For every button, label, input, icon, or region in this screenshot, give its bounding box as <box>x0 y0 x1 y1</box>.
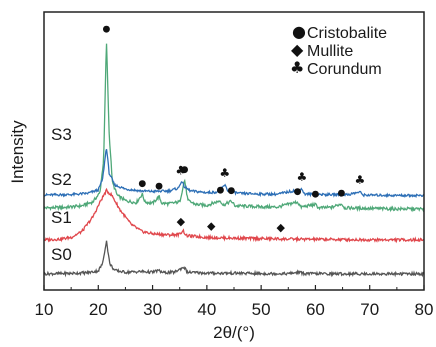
cristobalite-marker: ● <box>155 182 163 192</box>
legend-label-corundum: Corundum <box>307 61 382 78</box>
cristobalite-marker: ● <box>138 179 146 189</box>
marker-layer: ●● ●●● ● ● ● ●♣ ♣ ♣ ♣◆ ◆ ◆ <box>102 24 365 234</box>
cristobalite-marker: ● <box>102 24 110 34</box>
x-tick-label: 80 <box>415 300 434 319</box>
x-tick-label: 60 <box>306 300 325 319</box>
corundum-marker: ♣ <box>355 173 366 187</box>
plot-frame <box>43 11 425 291</box>
legend-label-cristobalite: Cristobalite <box>307 25 387 42</box>
cristobalite-marker: ● <box>216 186 224 196</box>
corundum-marker: ♣ <box>296 170 307 184</box>
series-line-s0 <box>43 240 424 278</box>
sample-label-s2: S2 <box>51 170 72 189</box>
series-line-s1 <box>43 187 425 244</box>
sample-label-layer: S3 S2 S1 S0 <box>51 125 72 264</box>
mullite-marker: ◆ <box>276 221 285 234</box>
x-tick-label: 70 <box>360 300 379 319</box>
mullite-marker: ◆ <box>177 215 186 228</box>
corundum-marker: ♣ <box>175 163 186 177</box>
legend-symbol-circle: ● <box>292 22 306 41</box>
legend-label-mullite: Mullite <box>307 43 353 60</box>
cristobalite-marker: ● <box>181 165 189 175</box>
x-tick-label: 40 <box>197 300 216 319</box>
y-axis-title: Intensity <box>8 120 27 184</box>
legend-symbol-diamond: ◆ <box>291 40 304 59</box>
cristobalite-marker: ● <box>338 189 346 199</box>
mullite-marker: ◆ <box>207 220 216 233</box>
cristobalite-marker: ● <box>311 190 319 200</box>
series-line-s2 <box>43 148 425 199</box>
sample-label-s3: S3 <box>51 125 72 144</box>
legend-item-corundum: ♣ Corundum <box>290 58 382 78</box>
tick-layer: 10 20 30 40 50 60 70 80 <box>35 285 434 319</box>
legend-item-mullite: ◆ Mullite <box>291 40 353 60</box>
legend-symbol-club: ♣ <box>290 58 304 77</box>
series-line-s3 <box>43 43 425 213</box>
sample-label-s1: S1 <box>51 208 72 227</box>
corundum-marker: ♣ <box>219 166 230 180</box>
x-axis-title: 2θ/(°) <box>213 323 255 342</box>
legend: ● Cristobalite ◆ Mullite ♣ Corundum <box>290 22 387 78</box>
sample-label-s0: S0 <box>51 245 72 264</box>
legend-item-cristobalite: ● Cristobalite <box>292 22 387 42</box>
x-tick-label: 30 <box>143 300 162 319</box>
x-tick-label: 50 <box>252 300 271 319</box>
cristobalite-marker: ● <box>227 186 235 196</box>
x-tick-label: 20 <box>89 300 108 319</box>
x-tick-label: 10 <box>35 300 54 319</box>
series-layer <box>43 43 425 278</box>
cristobalite-marker: ● <box>294 187 302 197</box>
